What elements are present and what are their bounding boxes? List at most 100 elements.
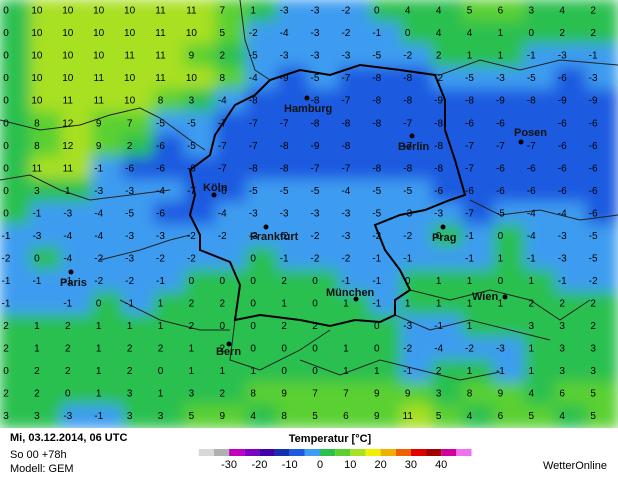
grid-value: 4 — [467, 28, 473, 39]
grid-value: -8 — [249, 96, 258, 107]
grid-value: -8 — [527, 96, 536, 107]
colorbar-segment — [304, 449, 320, 456]
grid-value: -6 — [218, 186, 227, 197]
grid-value: 10 — [62, 51, 74, 62]
grid-value: 12 — [62, 141, 74, 152]
grid-value: 1 — [343, 298, 349, 309]
field-cell — [0, 246, 32, 272]
field-cell — [153, 134, 187, 159]
grid-value: 5 — [467, 6, 473, 17]
colorbar-segment — [229, 449, 245, 456]
field-cell — [338, 291, 372, 317]
field-cell — [0, 291, 32, 317]
field-cell — [60, 44, 94, 69]
field-cell — [0, 269, 32, 294]
grid-value: 1 — [65, 186, 71, 197]
field-cell — [246, 404, 280, 428]
field-cell — [338, 134, 372, 159]
grid-value: 1 — [96, 389, 102, 400]
grid-value: 6 — [559, 389, 565, 400]
grid-value: 10 — [93, 51, 105, 62]
field-cell — [308, 134, 341, 159]
grid-value: -7 — [218, 118, 227, 129]
grid-value: -4 — [280, 28, 289, 39]
colorbar-segment — [410, 449, 427, 456]
grid-value: 11 — [32, 163, 43, 174]
field-cell — [246, 156, 280, 182]
grid-value: 1 — [436, 276, 442, 287]
border — [229, 319, 331, 371]
field-cell — [91, 179, 125, 204]
field-cell — [338, 359, 372, 384]
field-cell — [462, 89, 496, 114]
grid-value: -7 — [280, 118, 289, 129]
grid-value: -6 — [589, 118, 598, 129]
grid-value: 8 — [34, 141, 40, 152]
grid-value: -1 — [465, 231, 474, 242]
field-cell — [555, 156, 589, 182]
grid-value: -4 — [527, 208, 536, 219]
grid-value: 2 — [189, 298, 195, 309]
colorbar-segment — [259, 449, 275, 456]
grid-value: -1 — [2, 276, 11, 287]
field-cell — [555, 111, 589, 137]
grid-value: 3 — [127, 389, 133, 400]
grid-value: -6 — [156, 141, 165, 152]
city-dot — [353, 296, 359, 302]
field-cell — [60, 359, 94, 384]
field-cell — [184, 269, 218, 294]
grid-value: 0 — [3, 6, 9, 17]
field-cell — [246, 224, 280, 249]
field-cell — [493, 291, 527, 317]
field-cell — [431, 291, 465, 317]
field-cell — [277, 0, 310, 24]
grid-value: 0 — [312, 276, 318, 287]
grid-value: 1 — [96, 344, 102, 355]
grid-value: -1 — [2, 231, 11, 242]
field-cell — [462, 66, 496, 92]
grid-value: 0 — [3, 96, 9, 107]
grid-value: -8 — [341, 141, 350, 152]
field-cell — [308, 291, 341, 317]
grid-value: 3 — [559, 321, 565, 332]
grid-value: -6 — [558, 186, 567, 197]
field-cell — [493, 404, 527, 428]
grid-value: 4 — [250, 411, 256, 422]
field-cell — [308, 66, 341, 92]
grid-value: -7 — [311, 163, 320, 174]
field-cell — [555, 201, 589, 227]
grid-value: 0 — [374, 321, 380, 332]
field-cell — [91, 66, 125, 92]
grid-value: 1 — [158, 389, 164, 400]
field-cell — [586, 0, 618, 24]
city-dot — [68, 269, 74, 275]
field-cell — [29, 269, 63, 294]
colorbar-label: 40 — [435, 459, 447, 471]
field-cell — [369, 336, 403, 362]
colorbar-label: -10 — [282, 459, 298, 471]
grid-value: 11 — [186, 6, 197, 17]
grid-value: 1 — [158, 298, 164, 309]
grid-value: 2 — [281, 276, 287, 287]
field-cell — [400, 381, 434, 407]
field-cell — [493, 134, 527, 159]
grid-value: -8 — [311, 96, 320, 107]
grid-value: 8 — [467, 389, 473, 400]
grid-value: 2 — [3, 389, 9, 400]
field-cell — [462, 134, 496, 159]
field-cell — [277, 381, 310, 407]
field-cell — [0, 89, 32, 114]
field-cell — [153, 156, 187, 182]
field-cell — [369, 111, 403, 137]
grid-value: 10 — [62, 6, 74, 17]
grid-value: 10 — [124, 28, 136, 39]
field-cell — [493, 336, 527, 362]
grid-value: -8 — [311, 118, 320, 129]
grid-value: -7 — [465, 141, 474, 152]
grid-value: 11 — [94, 96, 105, 107]
field-cell — [369, 359, 403, 384]
field-cell — [308, 381, 341, 407]
grid-value: 4 — [467, 411, 473, 422]
grid-value: -1 — [63, 298, 72, 309]
cities: Hamburg Berlin Posen Köln Frankfurt Prag Münch… — [60, 95, 547, 358]
